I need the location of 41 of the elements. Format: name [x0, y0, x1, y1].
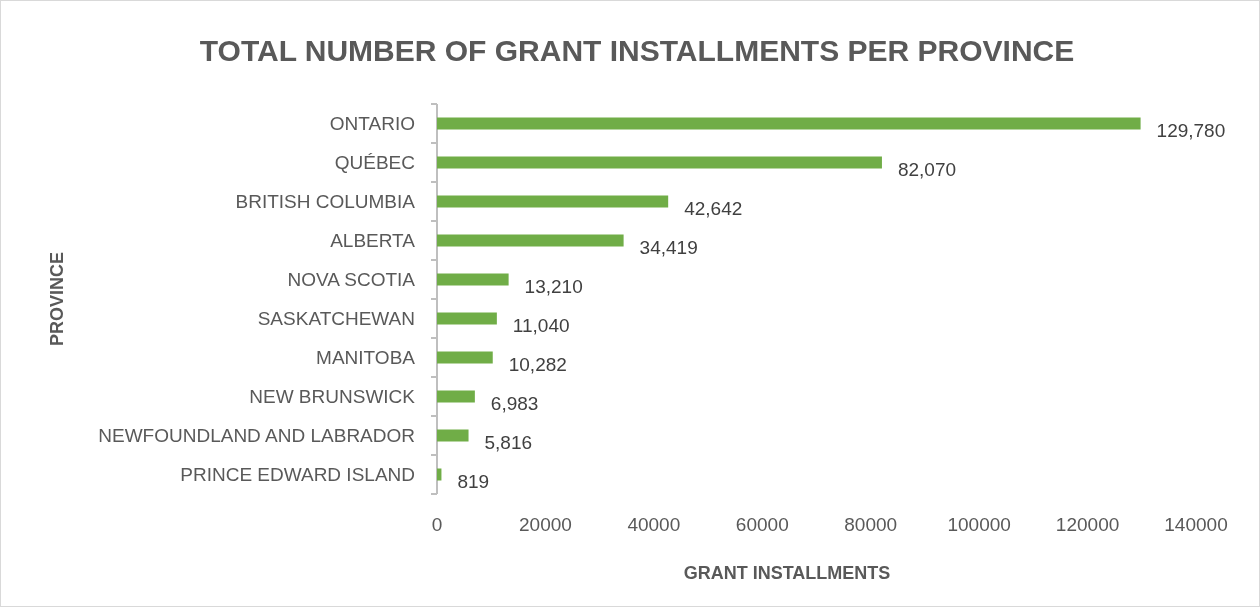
bar: [437, 351, 493, 364]
bar: [437, 234, 624, 247]
y-tick-label: QUÉBEC: [334, 152, 415, 174]
data-label: 6,983: [490, 393, 539, 415]
chart-title: TOTAL NUMBER OF GRANT INSTALLMENTS PER PROVINCE: [199, 34, 1075, 67]
bar: [437, 312, 497, 325]
y-tick-label: NOVA SCOTIA: [287, 269, 416, 291]
data-label: 5,816: [484, 432, 533, 454]
data-label: 819: [457, 471, 490, 493]
bar: [437, 468, 442, 481]
bar: [437, 156, 882, 169]
bar: [437, 429, 469, 442]
bar: [437, 390, 475, 403]
x-tick-label: 140000: [1164, 514, 1228, 535]
y-tick-label: PRINCE EDWARD ISLAND: [180, 464, 415, 486]
data-label: 34,419: [639, 237, 698, 259]
y-tick-label: ONTARIO: [329, 113, 415, 135]
x-tick-label: 100000: [947, 514, 1011, 535]
y-tick-label: MANITOBA: [316, 347, 416, 369]
x-tick-label: 60000: [735, 514, 789, 535]
x-tick-label: 40000: [627, 514, 681, 535]
data-label: 42,642: [684, 198, 743, 220]
data-label: 82,070: [897, 159, 957, 181]
x-tick-label: 120000: [1055, 514, 1120, 535]
bar: [437, 195, 669, 208]
bar: [437, 273, 509, 286]
x-tick-label: 0: [431, 514, 443, 535]
y-axis-title: PROVINCE: [47, 251, 67, 347]
y-tick-label: BRITISH COLUMBIA: [235, 191, 416, 213]
x-axis-title: GRANT INSTALLMENTS: [683, 563, 891, 583]
y-tick-label: SASKATCHEWAN: [257, 308, 415, 330]
y-tick-label: ALBERTA: [330, 230, 416, 252]
y-tick-label: NEWFOUNDLAND AND LABRADOR: [98, 425, 415, 447]
data-label: 13,210: [524, 276, 583, 298]
data-label: 11,040: [512, 315, 570, 337]
bar: [437, 117, 1141, 130]
x-tick-label: 20000: [519, 514, 572, 535]
data-label: 10,282: [508, 354, 567, 376]
y-tick-label: NEW BRUNSWICK: [249, 386, 416, 408]
data-label: 129,780: [1156, 120, 1226, 142]
x-tick-label: 80000: [844, 514, 898, 535]
